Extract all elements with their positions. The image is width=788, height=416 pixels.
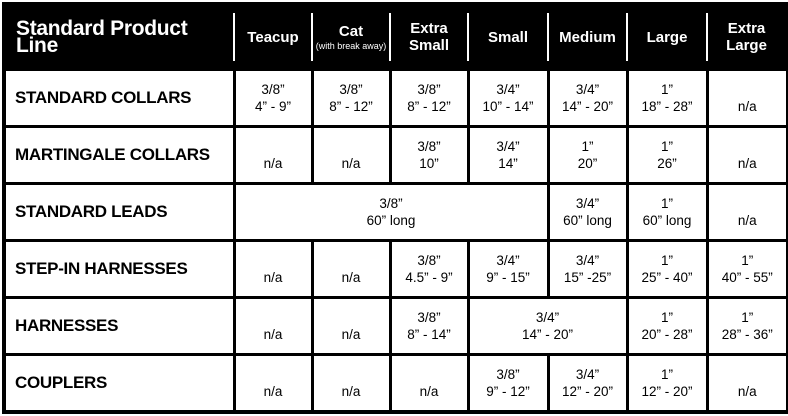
col-header-teacup: Teacup — [233, 4, 312, 70]
cell: 3/8” 8” - 14” — [388, 296, 470, 356]
row-header: COUPLERS — [2, 353, 236, 414]
cell: 1” 28” - 36” — [705, 296, 788, 356]
col-header-cat: Cat (with break away) — [311, 4, 390, 70]
cell: n/a — [705, 68, 788, 128]
row-header: STANDARD COLLARS — [2, 68, 236, 128]
cell: 3/4” 15” -25” — [546, 239, 629, 299]
cell: n/a — [232, 239, 314, 299]
cell: n/a — [705, 125, 788, 185]
col-header-large: Large — [626, 4, 707, 70]
cell: 3/4” 12” - 20” — [546, 353, 629, 414]
cell: 3/8” 8” - 12” — [310, 68, 392, 128]
cell: 3/4” 10” - 14” — [466, 68, 550, 128]
col-header-extra-large: Extra Large — [706, 4, 788, 70]
table-row-step-in-harnesses: STEP-IN HARNESSES n/a n/a 3/8” 4.5” - 9” … — [2, 239, 788, 299]
table-row-standard-leads: STANDARD LEADS 3/8” 60” long 3/4” 60” long… — [2, 182, 788, 242]
table-row-martingale-collars: MARTINGALE COLLARS n/a n/a 3/8” 10” 3/4” 1… — [2, 125, 788, 185]
row-header: HARNESSES — [2, 296, 236, 356]
col-header-small: Small — [467, 4, 548, 70]
cell: 3/4” 60” long — [546, 182, 629, 242]
cell: 1” 18” - 28” — [625, 68, 709, 128]
cell: 1” 26” — [625, 125, 709, 185]
cell-merged: 3/8” 60” long — [232, 182, 550, 242]
table-title: Standard Product Line — [4, 4, 234, 70]
col-header-cat-subtext: (with break away) — [315, 41, 387, 51]
cell: n/a — [232, 296, 314, 356]
cell: 1” 60” long — [625, 182, 709, 242]
table-row-harnesses: HARNESSES n/a n/a 3/8” 8” - 14” 3/4” 14” -… — [2, 296, 788, 356]
cell: n/a — [388, 353, 470, 414]
cell: 3/4” 14” — [466, 125, 550, 185]
table-body: STANDARD COLLARS 3/8” 4” - 9” 3/8” 8” - 12… — [2, 68, 788, 414]
col-header-medium: Medium — [547, 4, 627, 70]
header-row: Standard Product Line Teacup Cat (with br… — [4, 4, 788, 70]
cell-merged: 3/4” 14” - 20” — [466, 296, 629, 356]
cell: n/a — [232, 125, 314, 185]
table-row-couplers: COUPLERS n/a n/a n/a 3/8” 9” - 12” 3/4” 12… — [2, 353, 788, 414]
row-header: STANDARD LEADS — [2, 182, 236, 242]
cell: n/a — [705, 353, 788, 414]
cell: n/a — [705, 182, 788, 242]
cell: n/a — [310, 125, 392, 185]
cell: 1” 20” - 28” — [625, 296, 709, 356]
cell: 3/4” 14” - 20” — [546, 68, 629, 128]
cell: 1” 25” - 40” — [625, 239, 709, 299]
table-header: Standard Product Line Teacup Cat (with br… — [4, 4, 788, 70]
cell: 3/8” 8” - 12” — [388, 68, 470, 128]
cell: n/a — [232, 353, 314, 414]
table-row-standard-collars: STANDARD COLLARS 3/8” 4” - 9” 3/8” 8” - 12… — [2, 68, 788, 128]
cell: 3/8” 4.5” - 9” — [388, 239, 470, 299]
cell: n/a — [310, 239, 392, 299]
cell: 1” 12” - 20” — [625, 353, 709, 414]
row-header: MARTINGALE COLLARS — [2, 125, 236, 185]
cell: 1” 40” - 55” — [705, 239, 788, 299]
cell: n/a — [310, 353, 392, 414]
cell: n/a — [310, 296, 392, 356]
cell: 3/8” 10” — [388, 125, 470, 185]
col-header-extra-small: Extra Small — [389, 4, 468, 70]
cell: 3/4” 9” - 15” — [466, 239, 550, 299]
cell: 1” 20” — [546, 125, 629, 185]
row-header: STEP-IN HARNESSES — [2, 239, 236, 299]
cell: 3/8” 9” - 12” — [466, 353, 550, 414]
cell: 3/8” 4” - 9” — [232, 68, 314, 128]
